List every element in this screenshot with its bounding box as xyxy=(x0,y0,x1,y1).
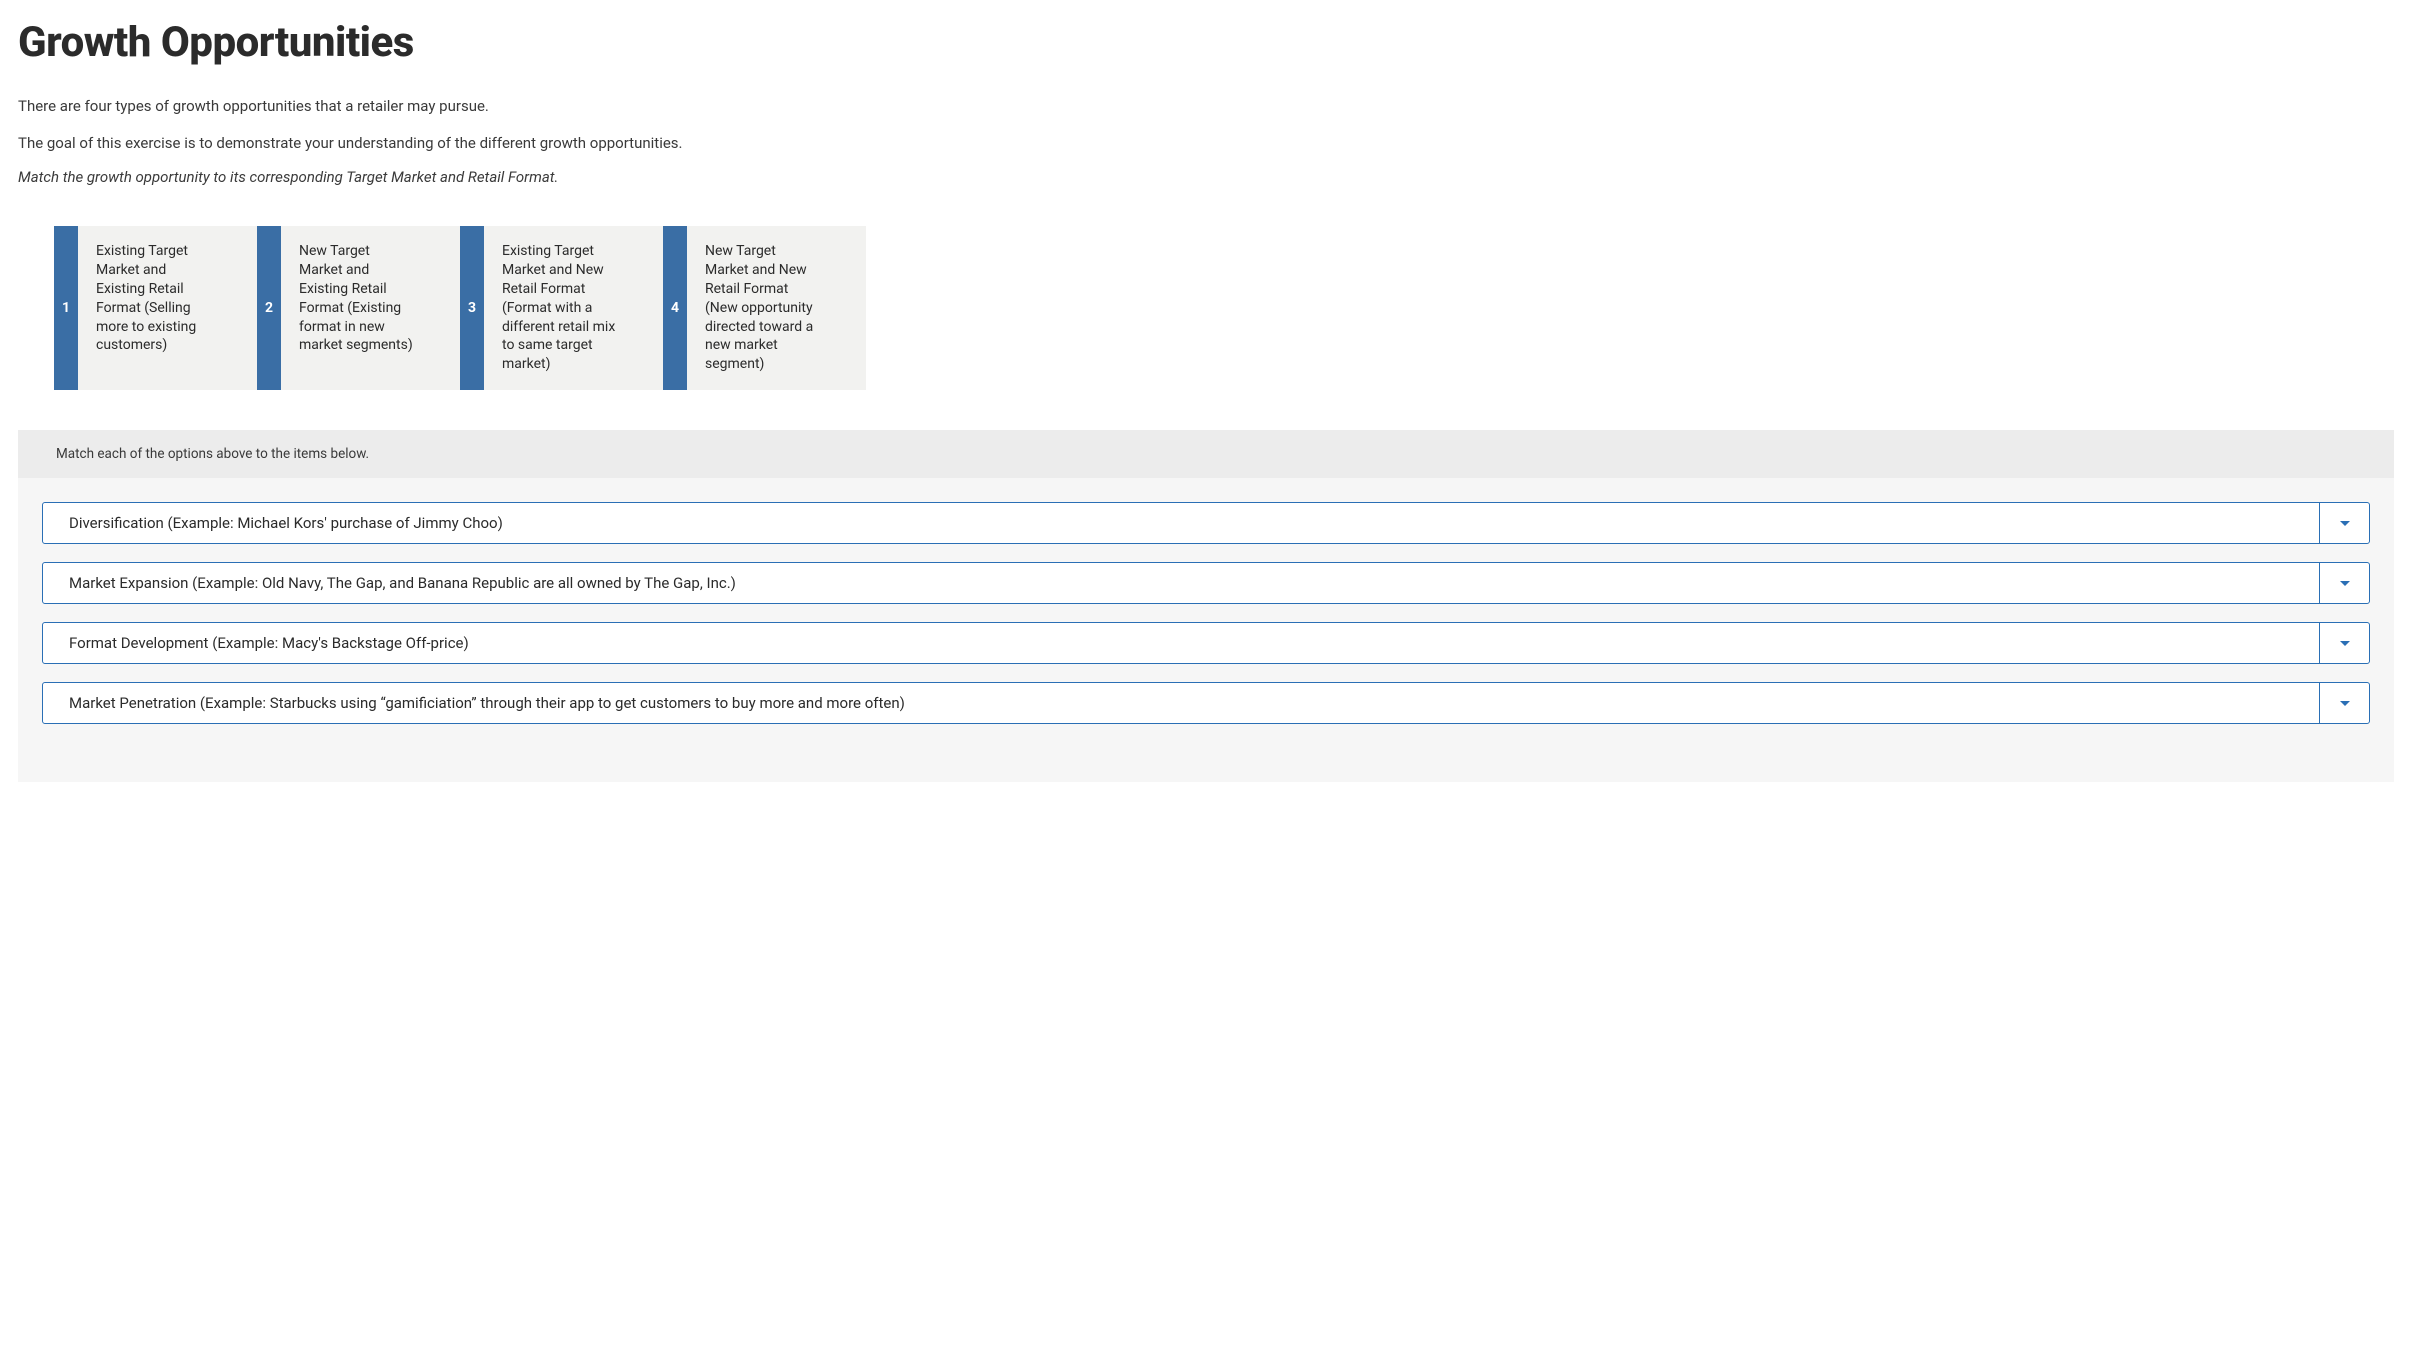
option-number-1: 1 xyxy=(54,226,78,390)
option-card-2[interactable]: 2 New Target Market and Existing Retail … xyxy=(257,226,460,390)
match-item-1: Diversification (Example: Michael Kors' … xyxy=(42,502,2370,544)
match-item-dropdown-3[interactable] xyxy=(2319,623,2369,663)
match-item-dropdown-2[interactable] xyxy=(2319,563,2369,603)
match-item-text-4: Market Penetration (Example: Starbucks u… xyxy=(43,683,2319,723)
intro-line-1: There are four types of growth opportuni… xyxy=(18,95,2394,118)
match-item-3: Format Development (Example: Macy's Back… xyxy=(42,622,2370,664)
intro-line-2: The goal of this exercise is to demonstr… xyxy=(18,132,2394,155)
option-number-2: 2 xyxy=(257,226,281,390)
chevron-down-icon xyxy=(2340,701,2350,706)
match-header: Match each of the options above to the i… xyxy=(18,430,2394,478)
option-number-3: 3 xyxy=(460,226,484,390)
option-number-4: 4 xyxy=(663,226,687,390)
match-item-text-3: Format Development (Example: Macy's Back… xyxy=(43,623,2319,663)
chevron-down-icon xyxy=(2340,641,2350,646)
match-item-text-1: Diversification (Example: Michael Kors' … xyxy=(43,503,2319,543)
match-item-4: Market Penetration (Example: Starbucks u… xyxy=(42,682,2370,724)
match-item-dropdown-1[interactable] xyxy=(2319,503,2369,543)
option-text-1: Existing Target Market and Existing Reta… xyxy=(78,226,226,390)
chevron-down-icon xyxy=(2340,581,2350,586)
option-card-4[interactable]: 4 New Target Market and New Retail Forma… xyxy=(663,226,866,390)
option-text-3: Existing Target Market and New Retail Fo… xyxy=(484,226,632,390)
instruction-text: Match the growth opportunity to its corr… xyxy=(18,168,2394,186)
match-item-2: Market Expansion (Example: Old Navy, The… xyxy=(42,562,2370,604)
match-items: Diversification (Example: Michael Kors' … xyxy=(18,478,2394,782)
match-item-dropdown-4[interactable] xyxy=(2319,683,2369,723)
page-title: Growth Opportunities xyxy=(18,18,2394,67)
option-card-3[interactable]: 3 Existing Target Market and New Retail … xyxy=(460,226,663,390)
chevron-down-icon xyxy=(2340,521,2350,526)
option-text-4: New Target Market and New Retail Format … xyxy=(687,226,835,390)
option-card-1[interactable]: 1 Existing Target Market and Existing Re… xyxy=(54,226,257,390)
match-section: Match each of the options above to the i… xyxy=(18,430,2394,782)
options-row: 1 Existing Target Market and Existing Re… xyxy=(54,226,874,390)
match-item-text-2: Market Expansion (Example: Old Navy, The… xyxy=(43,563,2319,603)
option-text-2: New Target Market and Existing Retail Fo… xyxy=(281,226,429,390)
